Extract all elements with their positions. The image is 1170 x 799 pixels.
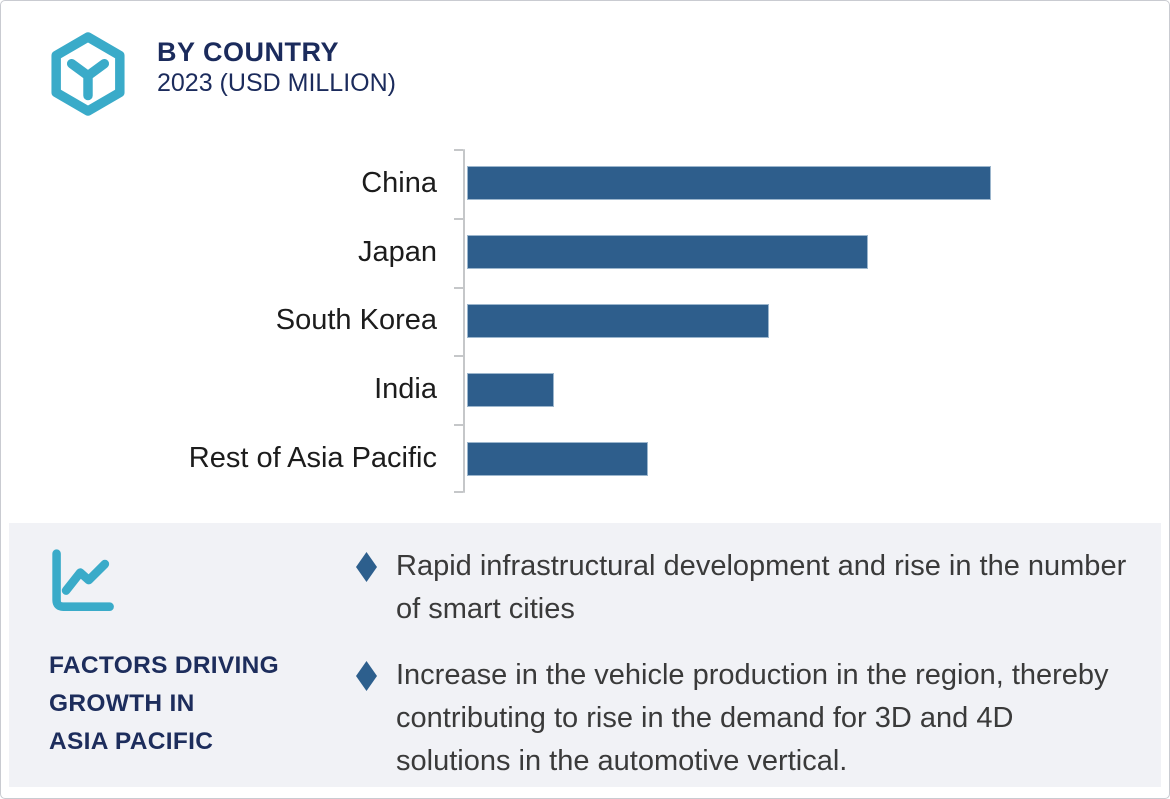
axis-tick	[454, 424, 463, 427]
axis-tick	[454, 355, 463, 358]
bar-chart: China Japan South Korea India Rest of Asia P…	[1, 149, 1169, 493]
bullet-item: Rapid infrastructural development and ri…	[356, 545, 1135, 631]
bar-row	[467, 424, 1169, 493]
diamond-bullet-icon	[356, 661, 377, 691]
axis-tick	[454, 286, 463, 289]
bar-row	[467, 287, 1169, 356]
category-label: India	[374, 373, 437, 406]
factors-heading-line: FACTORS DRIVING	[49, 652, 280, 679]
bar	[467, 166, 991, 201]
chart-header: BY COUNTRY 2023 (USD MILLION)	[45, 31, 396, 117]
chart-subtitle: 2023 (USD MILLION)	[157, 69, 396, 97]
bar-row	[467, 218, 1169, 287]
bar	[467, 303, 769, 338]
bar	[467, 441, 648, 476]
chart-title: BY COUNTRY	[157, 37, 340, 67]
factors-bullet-list: Rapid infrastructural development and ri…	[356, 545, 1135, 783]
category-label: South Korea	[275, 304, 437, 337]
axis-tick	[454, 217, 463, 220]
bar	[467, 372, 554, 407]
factors-heading-line: GROWTH IN	[49, 690, 195, 717]
bar	[467, 235, 868, 270]
y-axis	[454, 149, 465, 493]
bar-row	[467, 149, 1169, 218]
hexagon-cube-icon	[51, 32, 125, 116]
bullet-item: Increase in the vehicle production in th…	[356, 654, 1135, 783]
line-chart-icon	[52, 549, 114, 611]
factors-heading-line: ASIA PACIFIC	[49, 728, 214, 755]
category-label: Japan	[357, 235, 437, 268]
diamond-bullet-icon	[356, 552, 377, 582]
chart-title-block: BY COUNTRY 2023 (USD MILLION)	[157, 37, 396, 99]
bullet-text: Increase in the vehicle production in th…	[396, 659, 1109, 777]
bullet-text: Rapid infrastructural development and ri…	[396, 550, 1127, 625]
axis-tick	[454, 149, 463, 151]
factors-heading: FACTORS DRIVING GROWTH IN ASIA PACIFIC	[49, 647, 279, 761]
category-label: Rest of Asia Pacific	[188, 442, 437, 475]
category-labels: China Japan South Korea India Rest of Asia P…	[1, 149, 437, 493]
plot-area	[467, 149, 1169, 493]
axis-tick	[454, 491, 463, 493]
category-label: China	[361, 166, 437, 199]
factors-panel: FACTORS DRIVING GROWTH IN ASIA PACIFIC R…	[9, 523, 1161, 787]
bar-row	[467, 355, 1169, 424]
